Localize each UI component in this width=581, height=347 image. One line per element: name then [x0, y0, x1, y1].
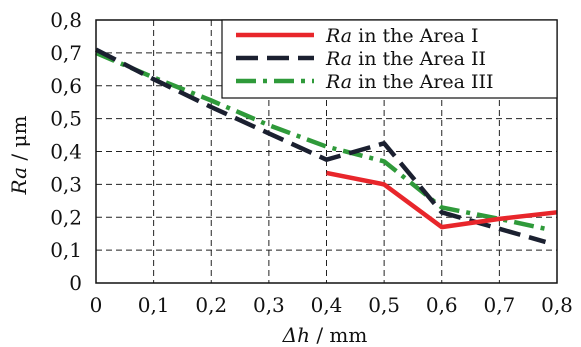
x-tick-label: 0,1: [138, 293, 170, 317]
y-tick-label: 0,2: [50, 205, 82, 229]
y-axis-label: Ra / μm: [7, 116, 31, 196]
y-tick-label: 0,8: [50, 8, 82, 32]
legend-label-1: Ra in the Area I: [325, 25, 479, 47]
y-tick-label: 0: [69, 271, 82, 295]
series-line-3: [95, 50, 546, 231]
legend-label-2: Ra in the Area II: [325, 48, 486, 70]
y-tick-label: 0,6: [50, 74, 82, 98]
y-tick-label: 0,3: [50, 172, 82, 196]
x-tick-label: 0,5: [368, 293, 400, 317]
x-tick-label: 0,8: [541, 293, 573, 317]
y-tick-label: 0,4: [50, 140, 82, 164]
y-tick-label: 0,1: [50, 238, 82, 262]
y-tick-label: 0,5: [50, 107, 82, 131]
legend-label-3: Ra in the Area III: [325, 71, 494, 93]
x-tick-label: 0,2: [195, 293, 227, 317]
x-tick-label: 0,6: [426, 293, 458, 317]
tick-labels: 0 0,1 0,2 0,3 0,4 0,5 0,6 0,7 0,8 0 0,1 0,2 0,3 0,4 0,…: [50, 8, 573, 317]
x-tick-label: 0: [90, 293, 103, 317]
series-line-1: [326, 170, 558, 230]
series-layer: [94, 47, 558, 245]
y-tick-label: 0,7: [50, 41, 82, 65]
x-tick-label: 0,4: [311, 293, 343, 317]
x-tick-label: 0,7: [483, 293, 515, 317]
x-tick-label: 0,3: [253, 293, 285, 317]
x-axis-label: Δh / mm: [282, 323, 368, 347]
